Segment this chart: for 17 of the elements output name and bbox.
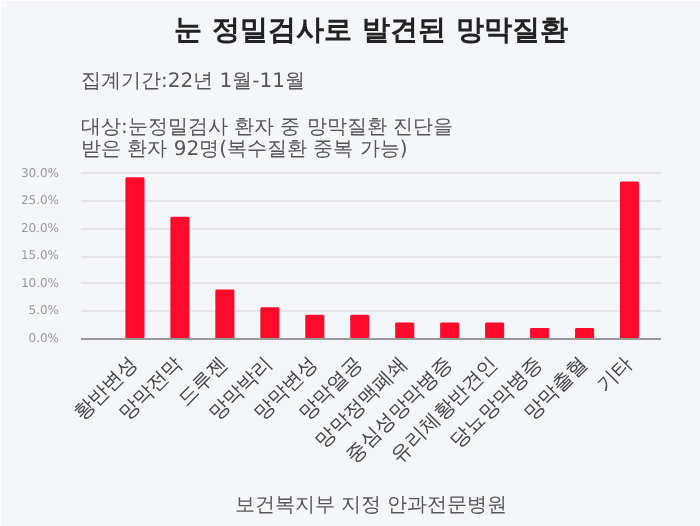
x-tick-label: 기타 xyxy=(593,353,638,398)
text: 보건복지부 지정 안과전문병원 xyxy=(234,495,508,517)
bar xyxy=(395,322,415,339)
bar xyxy=(440,322,460,339)
bar xyxy=(350,314,370,339)
bar xyxy=(575,328,595,339)
bar xyxy=(215,289,235,339)
chart-title: 눈 정밀검사로 발견된 망막질환 xyxy=(174,15,568,47)
bar xyxy=(530,328,550,339)
bar xyxy=(305,314,325,339)
bar xyxy=(485,322,505,339)
bar xyxy=(619,181,640,339)
bar xyxy=(170,216,190,339)
text: 대상:눈정밀검사 환자 중 망막질환 진단을 받은 환자 92명(복수질환 중복 가능) xyxy=(81,117,454,161)
bar xyxy=(260,307,280,339)
bar xyxy=(125,177,145,339)
text: 집계기간:22년 1월-11월 xyxy=(81,71,305,93)
